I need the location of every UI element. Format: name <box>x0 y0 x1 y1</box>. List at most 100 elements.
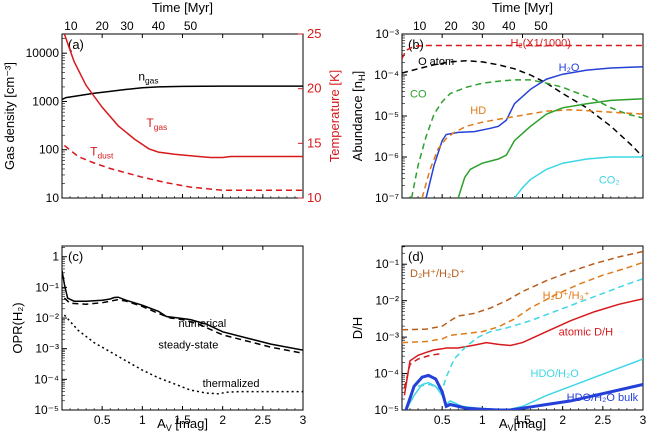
top-tick-label: 30 <box>120 19 134 33</box>
x-tick-label: 0.5 <box>434 413 451 427</box>
x-tick-label: 2.5 <box>254 413 271 427</box>
y-tick-label: 10⁻⁴ <box>374 367 399 381</box>
x-tick-label: 3 <box>300 413 307 427</box>
label-sub: gas <box>145 76 159 86</box>
panel-c: 0.5 1 1.5 2 2.5 3 10⁻⁵ 10⁻⁴ 10⁻³ 10⁻² 10⁻¹ 1 OPR(H₂)… <box>10 245 307 432</box>
x-tick-label: 1.5 <box>174 413 191 427</box>
top-tick-label: 50 <box>534 19 548 33</box>
series-line-numerical <box>62 270 303 351</box>
y-tick-label: 100 <box>39 143 59 157</box>
label-sub: dust <box>97 150 114 160</box>
top-tick-label: 30 <box>472 19 486 33</box>
series-label: O atom <box>418 56 454 68</box>
series-label: thermalized <box>203 378 260 390</box>
series-line-co2 <box>513 156 643 198</box>
series-label: Tgas <box>146 116 167 132</box>
x-tick-label: 3 <box>640 413 647 427</box>
x-tick-label: 2 <box>219 413 226 427</box>
series-line-steady-state <box>63 297 303 355</box>
top-tick-label: 40 <box>502 19 516 33</box>
series-label: HDO/H₂O <box>531 368 580 380</box>
series-label: steady-state <box>158 340 218 352</box>
top-tick-label: 50 <box>184 19 198 33</box>
y-tick-label: 10000 <box>26 46 60 60</box>
x-tick-label: 2.5 <box>594 413 611 427</box>
y-tick-label: 10 <box>46 191 60 205</box>
label-main: Abundance [n <box>350 81 365 161</box>
series-line-h2o-h2-red-dashed <box>403 352 443 389</box>
series-line-co-lower- <box>457 98 643 198</box>
label-main: T <box>146 116 154 130</box>
y-tick-label: 10⁻⁴ <box>374 68 399 82</box>
panel-label: (b) <box>408 37 424 52</box>
series-line-atomic-d-h <box>403 298 643 396</box>
series-label: atomic D/H <box>559 326 613 338</box>
series-label: H₂D⁺/H₃⁺ <box>543 290 590 302</box>
series-line-d2h-h2d- <box>402 250 643 331</box>
plot-frame <box>61 33 304 199</box>
series-line-hd <box>421 109 643 198</box>
series-label: Tdust <box>90 144 114 160</box>
panel-a: 10 20 30 40 50 Time [Myr] 10 100 1000 10000 10 15 20… <box>2 0 342 205</box>
label-main: T <box>90 144 98 158</box>
y-tick-label: 10⁻² <box>35 311 59 325</box>
label-main: A <box>157 416 166 431</box>
top-axis-title: Time [Myr] <box>492 0 553 15</box>
y2-axis-title: Temperature [K] <box>327 70 342 163</box>
y-axis-title: Abundance [nH] <box>350 71 367 161</box>
y-tick-label: 10⁻⁵ <box>374 109 399 123</box>
label-sub: V <box>166 423 173 432</box>
top-axis-title: Time [Myr] <box>152 0 213 15</box>
series-line-h2-x1-1000- <box>402 44 643 59</box>
y2-tick-label: 10 <box>307 190 321 205</box>
series-line-thermalized <box>63 314 303 395</box>
y-axis-title: Gas density [cm⁻³] <box>2 62 17 170</box>
y-tick-label: 10⁻² <box>375 294 399 308</box>
series-line-o-atom <box>402 59 643 158</box>
series-line-h2d-h3- <box>402 261 643 344</box>
y-tick-label: 10⁻⁵ <box>34 403 59 417</box>
panel-label: (d) <box>408 249 424 264</box>
series-label: CO <box>410 89 427 101</box>
label-end: [mag] <box>514 416 547 431</box>
y-tick-label: 10⁻⁷ <box>375 191 399 205</box>
series-line-co <box>410 79 643 198</box>
panel-b: 10 20 30 40 50 Time [Myr] 10⁻⁷ 10⁻⁶ 10⁻⁵ 10⁻⁴ 10⁻³… <box>350 0 644 205</box>
series-label: numerical <box>178 318 226 330</box>
y-tick-label: 10⁻⁵ <box>374 403 399 417</box>
y-tick-label: 10⁻¹ <box>35 280 59 294</box>
series-label: D₂H⁺/H₂D⁺ <box>410 268 465 280</box>
top-tick-label: 10 <box>413 19 427 33</box>
top-tick-label: 40 <box>152 19 166 33</box>
y2-tick-label: 15 <box>307 135 321 150</box>
x-axis-title: AV [mag] <box>157 416 208 432</box>
series-line-t-gas <box>63 34 303 159</box>
x-axis-title: AV[mag] <box>499 416 546 432</box>
x-tick-label: 1 <box>139 413 146 427</box>
y2-tick-label: 25 <box>307 26 321 41</box>
series-line-hdo-h2o-cyan-dashed <box>417 278 643 392</box>
label-sub: V <box>508 423 515 432</box>
top-tick-label: 20 <box>95 19 109 33</box>
y-tick-label: 10⁻¹ <box>375 257 399 271</box>
x-tick-label: 0.5 <box>94 413 111 427</box>
series-line-hdo-h2o-bulk <box>404 373 643 410</box>
panel-label: (a) <box>68 37 84 52</box>
y-tick-label: 1000 <box>32 94 59 108</box>
top-tick-label: 10 <box>64 19 78 33</box>
y-axis-title: D/H <box>350 317 365 339</box>
y-tick-label: 10⁻³ <box>375 27 399 41</box>
x-tick-label: 2 <box>559 413 566 427</box>
panel-d: 0.5 1 1.5 2 2.5 3 10⁻⁵ 10⁻⁴ 10⁻³ 10⁻² 10⁻¹ D/H AV[ma… <box>350 245 647 432</box>
series-line-n-gas <box>62 85 303 101</box>
y-tick-label: 10⁻³ <box>375 330 399 344</box>
x-tick-label: 1.5 <box>514 413 531 427</box>
y-tick-label: 1 <box>52 250 59 264</box>
series-label: H₂O <box>559 62 580 74</box>
series-label: ngas <box>138 70 158 86</box>
series-label: CO₂ <box>599 175 620 187</box>
y-axis-title: OPR(H₂) <box>10 302 25 353</box>
series-line-t-dust <box>63 144 303 192</box>
label-end: [mag] <box>172 416 208 431</box>
